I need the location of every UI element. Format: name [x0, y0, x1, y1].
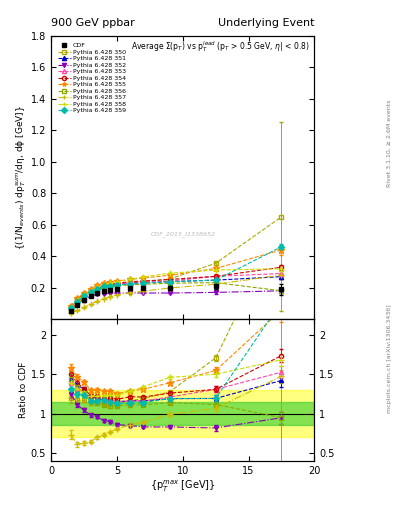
- Text: mcplots.cern.ch [arXiv:1306.3436]: mcplots.cern.ch [arXiv:1306.3436]: [387, 304, 392, 413]
- Text: Underlying Event: Underlying Event: [218, 18, 314, 28]
- Y-axis label: Ratio to CDF: Ratio to CDF: [19, 362, 28, 418]
- Text: Average $\Sigma$(p$_T$) vs p$_T^{lead}$ (p$_T$ > 0.5 GeV, $\eta$| < 0.8): Average $\Sigma$(p$_T$) vs p$_T^{lead}$ …: [130, 39, 309, 54]
- X-axis label: {p$_T^{max}$ [GeV]}: {p$_T^{max}$ [GeV]}: [150, 478, 215, 494]
- Text: Rivet 3.1.10, ≥ 2.6M events: Rivet 3.1.10, ≥ 2.6M events: [387, 100, 392, 187]
- Bar: [51, 390, 314, 437]
- Bar: [51, 402, 314, 425]
- Text: 900 GeV ppbar: 900 GeV ppbar: [51, 18, 135, 28]
- Legend: CDF, Pythia 6.428 350, Pythia 6.428 351, Pythia 6.428 352, Pythia 6.428 353, Pyt: CDF, Pythia 6.428 350, Pythia 6.428 351,…: [57, 42, 127, 115]
- Text: CDF_2015_I1338652: CDF_2015_I1338652: [150, 231, 215, 237]
- Y-axis label: {(1/N$_{events}$) dp$_T^{sum}$/dη, dϕ [GeV]}: {(1/N$_{events}$) dp$_T^{sum}$/dη, dϕ [G…: [15, 105, 28, 250]
